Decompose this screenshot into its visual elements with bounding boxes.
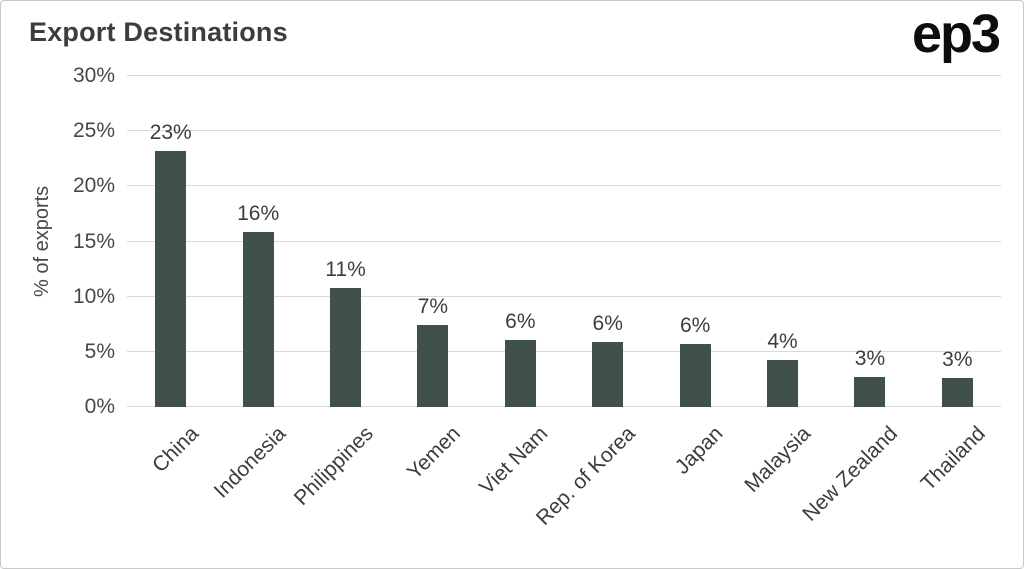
bar-viet-nam: [504, 339, 536, 407]
x-category-cell: Thailand: [914, 408, 1001, 563]
bar-value-label: 11%: [325, 257, 366, 281]
bar-column: 6%: [564, 76, 651, 407]
y-tick-label: 25%: [72, 119, 115, 143]
bar-column: 7%: [389, 76, 476, 407]
bar-value-label: 6%: [505, 309, 536, 333]
chart-title: Export Destinations: [29, 17, 288, 47]
x-category-label: Philippines: [289, 422, 378, 511]
bar-value-label: 3%: [942, 348, 973, 372]
bar-column: 6%: [477, 76, 564, 407]
bar-column: 6%: [651, 76, 738, 407]
bar-japan: [679, 344, 711, 407]
y-tick-label: 30%: [72, 64, 115, 87]
bar-column: 4%: [739, 76, 826, 407]
x-category-cell: China: [127, 408, 214, 563]
y-tick-label: 5%: [84, 339, 115, 363]
x-axis: China Indonesia Philippines Yemen Viet Nam Re…: [127, 408, 1001, 563]
bar-value-label: 4%: [767, 329, 798, 353]
x-category-cell: Indonesia: [210, 408, 301, 563]
bar-column: 16%: [214, 76, 301, 407]
bar-column: 23%: [127, 76, 214, 407]
x-category-cell: Yemen: [389, 408, 476, 563]
y-axis-title: % of exports: [31, 185, 53, 298]
bar-value-label: 7%: [417, 295, 449, 319]
bar-indonesia: [242, 231, 274, 407]
gridline: [127, 185, 1001, 187]
bar-value-label: 6%: [592, 311, 623, 335]
ep3-logo: ep3: [911, 4, 1001, 64]
gridline: [127, 75, 1001, 76]
bar-yemen: [417, 325, 449, 407]
gridline: [127, 406, 1001, 407]
gridline: [127, 350, 1001, 352]
bar-column: 3%: [826, 76, 913, 407]
x-category-cell: Rep. of Korea: [532, 408, 651, 563]
y-tick-label: 10%: [72, 284, 115, 308]
gridline: [127, 240, 1001, 242]
x-category-cell: New Zealand: [798, 408, 913, 563]
x-category-cell: Malaysia: [739, 408, 826, 563]
bar-value-label: 3%: [854, 347, 886, 371]
x-category-cell: Viet Nam: [475, 408, 564, 563]
bar-malaysia: [767, 359, 799, 407]
bar-thailand: [941, 378, 973, 407]
bar-value-label: 6%: [679, 314, 711, 338]
x-category-label: Thailand: [916, 422, 990, 496]
bar-china: [155, 151, 187, 407]
bar-philippines: [330, 287, 362, 407]
bar-new-zealand: [854, 377, 886, 407]
bar-value-label: 16%: [237, 201, 280, 225]
x-category-cell: Philippines: [290, 408, 389, 563]
y-axis: 0% 5% 10% 15% 20% 25% 30%: [57, 64, 115, 418]
y-tick-label: 0%: [84, 395, 115, 418]
x-category-label: Malaysia: [739, 422, 815, 497]
bar-column: 11%: [302, 76, 389, 407]
bar-value-label: 23%: [149, 121, 192, 145]
plot-area: 23% 16% 11% 7% 6% 6% 6% 4% 3% 3%: [127, 75, 1001, 407]
gridline: [127, 130, 1001, 132]
bar-rep-of-korea: [592, 341, 624, 407]
bar-column: 3%: [914, 76, 1001, 407]
x-category-label: Viet Nam: [475, 422, 553, 500]
x-category-label: China: [147, 422, 203, 478]
y-tick-label: 20%: [72, 174, 115, 198]
y-tick-label: 15%: [72, 229, 115, 253]
x-category-cell: Japan: [651, 408, 738, 563]
x-category-label: Indonesia: [209, 422, 291, 503]
bars-container: 23% 16% 11% 7% 6% 6% 6% 4% 3% 3%: [127, 76, 1001, 407]
x-category-label: Japan: [670, 422, 728, 479]
x-category-label: Yemen: [403, 422, 466, 484]
gridline: [127, 295, 1001, 297]
